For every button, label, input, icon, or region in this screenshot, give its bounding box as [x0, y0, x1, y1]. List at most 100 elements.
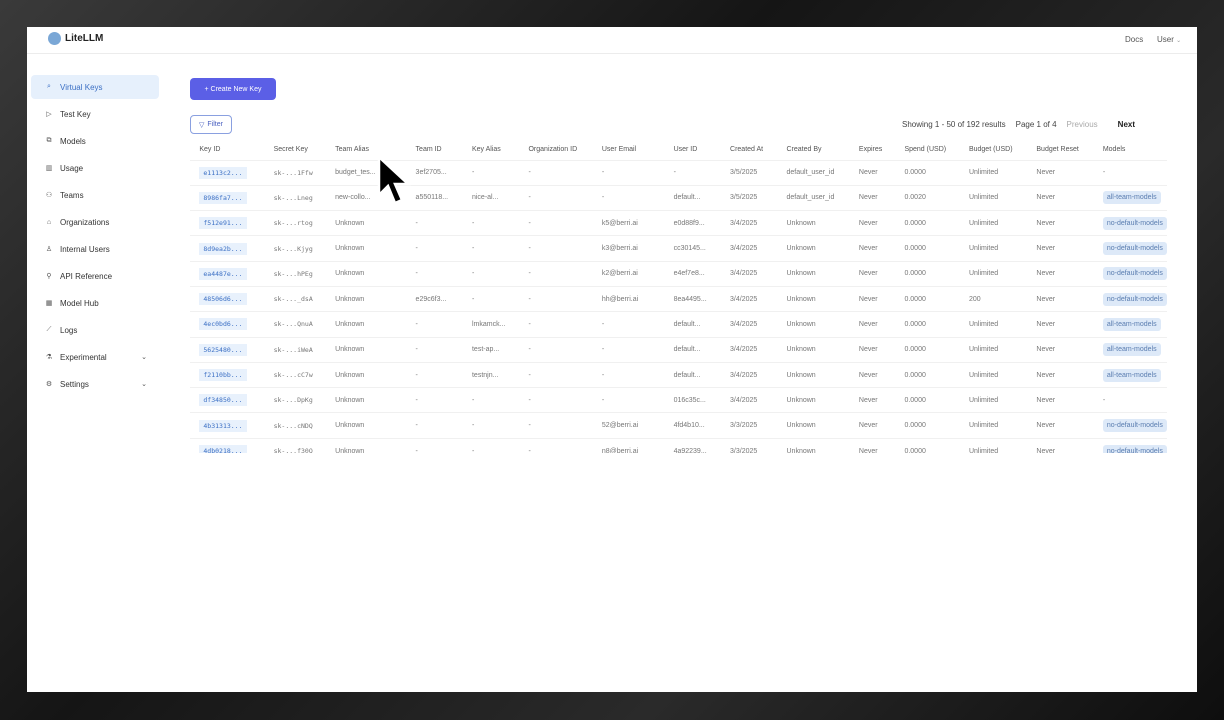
- cell: -: [528, 159, 602, 186]
- sidebar-item-api-reference[interactable]: ⚲ API Reference: [31, 264, 159, 288]
- secret-key: sk-...cC7w: [273, 371, 313, 380]
- key-id-link[interactable]: 4db0218...: [199, 445, 247, 453]
- sidebar-item-organizations[interactable]: ⌂ Organizations: [31, 210, 159, 234]
- block-icon: ⧉: [46, 137, 52, 144]
- column-header-budget-reset[interactable]: Budget Reset: [1036, 145, 1079, 153]
- cell-text: 3/4/2025: [730, 396, 758, 404]
- table-row[interactable]: 8986fa7... sk-...Lneg new-collo... a550118.…: [190, 184, 1167, 211]
- sidebar-item-model-hub[interactable]: ▦ Model Hub: [31, 291, 159, 315]
- cell: 0.0000: [904, 210, 969, 236]
- table-row[interactable]: 4db0218... sk-...f30Q Unknown - - - n8@berri.a…: [190, 437, 1167, 453]
- column-header-team-alias[interactable]: Team Alias: [335, 145, 369, 153]
- filter-button[interactable]: ▽ Filter: [190, 115, 232, 134]
- key-id-link[interactable]: 8d9ea2b...: [199, 242, 247, 255]
- user-icon: ♙: [45, 246, 53, 253]
- key-id-link[interactable]: df34850...: [199, 394, 247, 407]
- column-header-created-by[interactable]: Created By: [786, 145, 822, 153]
- key-id-link[interactable]: 4ec0bd6...: [199, 318, 247, 331]
- sidebar-item-teams[interactable]: ⚇ Teams: [31, 183, 159, 207]
- logo[interactable]: LiteLLM: [48, 32, 103, 45]
- line-chart-icon: ⟋: [46, 326, 52, 333]
- column-header-organization-id[interactable]: Organization ID: [528, 145, 578, 153]
- column-header-spend-usd[interactable]: Spend (USD): [904, 145, 947, 153]
- table-row[interactable]: 5625480... sk-...iWeA Unknown - test-ap... - -…: [190, 336, 1167, 363]
- table-row[interactable]: e1113c2... sk-...1Ffw budget_tes... 3ef2705…: [190, 159, 1167, 186]
- sidebar-item-settings[interactable]: ⚙ Settings ⌄: [31, 372, 159, 396]
- column-header-secret-key[interactable]: Secret Key: [273, 145, 308, 153]
- user-menu[interactable]: User ⌄: [1157, 35, 1181, 44]
- column-header-team-id[interactable]: Team ID: [415, 145, 442, 153]
- cell: f512e91...: [199, 210, 274, 236]
- cell-text: Unknown: [786, 320, 816, 328]
- cell-text: Unknown: [786, 295, 816, 303]
- cell: 3/5/2025: [730, 184, 787, 211]
- cell: -: [528, 285, 602, 312]
- sidebar-item-internal-users[interactable]: ♙ Internal Users: [31, 237, 159, 261]
- sidebar-item-usage[interactable]: ▥ Usage: [31, 156, 159, 180]
- column-header-created-at[interactable]: Created At: [730, 145, 764, 153]
- key-id-link[interactable]: e1113c2...: [199, 166, 247, 179]
- previous-button[interactable]: Previous: [1066, 120, 1098, 129]
- cell: 0.0000: [904, 235, 969, 262]
- column-header-user-id[interactable]: User ID: [673, 145, 698, 153]
- search-icon: ⌕: [47, 83, 51, 90]
- user-label: User: [1157, 35, 1174, 44]
- column-header-budget-usd[interactable]: Budget (USD): [968, 145, 1013, 153]
- cell-text: default...: [673, 346, 701, 354]
- keys-table: Key ID Secret Key Team Alias Team ID Key Ali…: [190, 139, 1167, 453]
- next-button[interactable]: Next: [1117, 120, 1136, 129]
- table-row[interactable]: f512e91... sk-...rtog Unknown - - - k5@berri.a…: [190, 210, 1167, 236]
- cell-text: -: [471, 295, 475, 303]
- table-row[interactable]: df34850... sk-...DpKg Unknown - - - - 016c35c..…: [190, 387, 1167, 413]
- table-row[interactable]: 8d9ea2b... sk-...Kjyg Unknown - - - k3@berri.a…: [190, 235, 1167, 262]
- secret-key: sk-...cNDQ: [273, 421, 313, 430]
- create-new-key-button[interactable]: + Create New Key: [190, 78, 276, 100]
- cell: -: [528, 311, 602, 338]
- cell-text: 0.0000: [904, 447, 926, 453]
- column-header-expires[interactable]: Expires: [858, 145, 883, 153]
- cell: -: [415, 235, 472, 262]
- cell-text: 0.0000: [904, 169, 926, 177]
- key-id-link[interactable]: f2110bb...: [199, 369, 247, 382]
- table-row[interactable]: 4ec0bd6... sk-...QnuA Unknown - lmkamck... - -…: [190, 311, 1167, 338]
- keys-table-container[interactable]: Key ID Secret Key Team Alias Team ID Key Ali…: [190, 139, 1167, 453]
- sidebar-item-logs[interactable]: ⟋ Logs: [31, 318, 159, 342]
- cell: Unlimited: [968, 311, 1037, 338]
- cell-text: 0.0000: [904, 422, 926, 430]
- key-id-link[interactable]: 4b31313...: [199, 419, 247, 432]
- key-id-link[interactable]: 48506d6...: [199, 293, 247, 306]
- column-header-user-email[interactable]: User Email: [601, 145, 637, 153]
- cell-text: Unknown: [335, 371, 365, 379]
- cell: -: [528, 210, 602, 236]
- docs-link[interactable]: Docs: [1125, 35, 1144, 44]
- key-id-link[interactable]: 8986fa7...: [199, 191, 247, 204]
- column-header-key-alias[interactable]: Key Alias: [471, 145, 501, 153]
- cell-text: -: [471, 245, 475, 253]
- sidebar-item-virtual-keys[interactable]: ⌕ Virtual Keys: [31, 75, 159, 99]
- column-header-key-id[interactable]: Key ID: [199, 145, 221, 153]
- cell-text: Never: [858, 295, 878, 303]
- cell: all-team-models: [1102, 336, 1167, 363]
- column-header-models[interactable]: Models: [1102, 145, 1126, 153]
- api-icon: ⚲: [46, 273, 52, 280]
- table-row[interactable]: 4b31313... sk-...cNDQ Unknown - - - 52@berri.a…: [190, 412, 1167, 439]
- cell-text: e29c6f3...: [415, 295, 447, 303]
- model-badge: no-default-models: [1102, 242, 1167, 256]
- sidebar-item-experimental[interactable]: ⚗ Experimental ⌄: [31, 345, 159, 369]
- table-row[interactable]: f2110bb... sk-...cC7w Unknown - testnjn... - -…: [190, 361, 1167, 388]
- cell: Unlimited: [968, 260, 1037, 287]
- key-id-link[interactable]: f512e91...: [199, 217, 247, 230]
- sidebar-item-label: Experimental: [60, 352, 107, 362]
- cell-text: Unknown: [786, 270, 816, 278]
- cell: default...: [673, 336, 731, 363]
- key-id-link[interactable]: ea4487e...: [199, 267, 247, 280]
- cell: 200: [968, 285, 1037, 312]
- cell-text: Never: [1036, 219, 1056, 227]
- cell: 3/4/2025: [730, 285, 787, 312]
- table-row[interactable]: 48506d6... sk-..._dsA Unknown e29c6f3... - - h…: [190, 285, 1167, 312]
- sidebar-item-models[interactable]: ⧉ Models: [31, 129, 159, 153]
- key-id-link[interactable]: 5625480...: [199, 343, 247, 356]
- sidebar-item-test-key[interactable]: ▷ Test Key: [31, 102, 159, 126]
- table-row[interactable]: ea4487e... sk-...hPEg Unknown - - - k2@berri.a…: [190, 260, 1167, 287]
- cell: Unknown: [335, 361, 416, 388]
